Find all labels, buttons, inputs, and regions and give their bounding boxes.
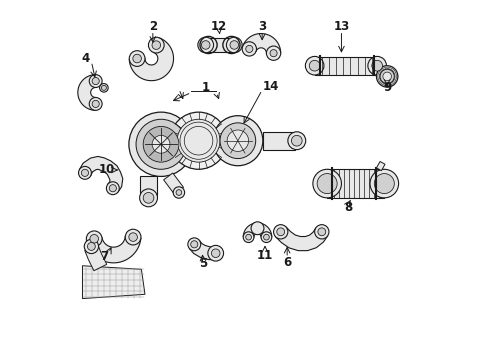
Circle shape — [370, 169, 398, 198]
Circle shape — [309, 60, 320, 71]
Text: 6: 6 — [283, 256, 291, 269]
Circle shape — [188, 238, 201, 251]
Polygon shape — [129, 38, 173, 81]
Circle shape — [129, 233, 137, 241]
Circle shape — [90, 234, 98, 243]
Circle shape — [125, 229, 141, 245]
Text: 3: 3 — [258, 20, 266, 33]
Polygon shape — [263, 132, 295, 150]
Circle shape — [176, 190, 182, 195]
Polygon shape — [327, 169, 384, 198]
Circle shape — [143, 126, 179, 162]
Circle shape — [88, 243, 96, 250]
Text: 10: 10 — [98, 163, 115, 176]
Circle shape — [109, 185, 117, 192]
Text: 14: 14 — [263, 80, 279, 93]
Circle shape — [220, 123, 256, 158]
Circle shape — [226, 37, 242, 53]
Circle shape — [201, 41, 210, 49]
Polygon shape — [189, 240, 216, 260]
Circle shape — [152, 135, 170, 153]
Circle shape — [245, 234, 251, 240]
Circle shape — [380, 69, 394, 84]
Circle shape — [152, 41, 161, 49]
Text: 7: 7 — [100, 250, 108, 263]
Circle shape — [292, 135, 302, 146]
Circle shape — [211, 249, 220, 257]
Circle shape — [243, 232, 254, 243]
Circle shape — [267, 46, 281, 60]
Circle shape — [99, 84, 108, 92]
Circle shape — [106, 182, 119, 195]
Text: 8: 8 — [344, 201, 353, 214]
Circle shape — [277, 228, 285, 236]
Circle shape — [372, 60, 383, 71]
Text: 1: 1 — [202, 81, 210, 94]
Polygon shape — [87, 236, 141, 263]
Circle shape — [89, 75, 102, 87]
Circle shape — [198, 37, 214, 53]
Circle shape — [313, 169, 342, 198]
Circle shape — [136, 119, 186, 169]
Circle shape — [264, 234, 270, 240]
Polygon shape — [192, 134, 214, 150]
Circle shape — [129, 51, 145, 66]
Circle shape — [288, 132, 306, 150]
Circle shape — [368, 57, 387, 75]
Circle shape — [374, 174, 394, 194]
Text: 9: 9 — [383, 81, 392, 94]
Circle shape — [242, 42, 256, 56]
Polygon shape — [78, 75, 96, 110]
Circle shape — [81, 169, 89, 176]
Circle shape — [86, 231, 102, 247]
Polygon shape — [164, 173, 183, 194]
Polygon shape — [315, 57, 377, 75]
Circle shape — [133, 54, 142, 63]
Circle shape — [140, 189, 157, 207]
Circle shape — [315, 225, 329, 239]
Polygon shape — [276, 227, 328, 251]
Circle shape — [101, 85, 106, 90]
Circle shape — [148, 37, 164, 53]
Polygon shape — [140, 176, 157, 196]
Circle shape — [318, 228, 326, 236]
Circle shape — [261, 232, 272, 243]
Circle shape — [92, 100, 99, 108]
Circle shape — [170, 112, 227, 169]
Text: 11: 11 — [257, 248, 273, 261]
Circle shape — [129, 112, 193, 176]
Polygon shape — [206, 38, 234, 52]
Polygon shape — [243, 223, 272, 237]
Circle shape — [78, 166, 92, 179]
Circle shape — [376, 66, 398, 87]
Polygon shape — [243, 33, 281, 53]
Circle shape — [383, 72, 392, 81]
Circle shape — [273, 225, 288, 239]
Circle shape — [89, 98, 102, 111]
Polygon shape — [85, 245, 107, 271]
Circle shape — [173, 187, 185, 198]
Circle shape — [177, 119, 220, 162]
Circle shape — [230, 41, 239, 49]
Text: 12: 12 — [211, 20, 227, 33]
Text: 5: 5 — [199, 257, 207, 270]
Polygon shape — [376, 162, 385, 171]
Text: 2: 2 — [149, 20, 157, 33]
Circle shape — [84, 239, 98, 253]
Circle shape — [251, 222, 264, 235]
Polygon shape — [82, 266, 145, 298]
Circle shape — [305, 57, 324, 75]
Circle shape — [246, 45, 253, 53]
Circle shape — [317, 174, 337, 194]
Circle shape — [270, 50, 277, 57]
Polygon shape — [79, 157, 123, 192]
Circle shape — [208, 246, 223, 261]
Circle shape — [227, 130, 248, 152]
Circle shape — [191, 241, 198, 248]
Text: 13: 13 — [333, 20, 349, 33]
Text: 4: 4 — [82, 52, 90, 65]
Circle shape — [92, 77, 99, 85]
Circle shape — [143, 193, 154, 203]
Circle shape — [213, 116, 263, 166]
